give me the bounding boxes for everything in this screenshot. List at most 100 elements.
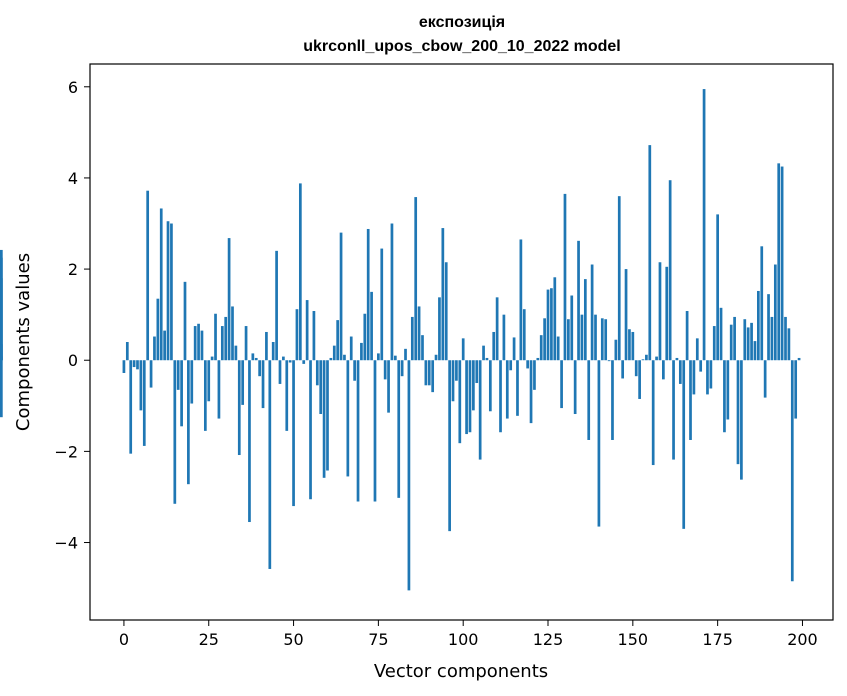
bar-4: [136, 360, 139, 370]
bar-1: [125, 342, 129, 361]
bar-121: [533, 360, 536, 390]
x-tick-label: 100: [448, 630, 479, 649]
bar-173: [709, 360, 713, 389]
bar-167: [689, 360, 692, 440]
bar-33: [234, 345, 238, 361]
bar-154: [645, 354, 648, 361]
bar-166: [685, 311, 689, 361]
bar-37: [248, 360, 251, 523]
bar-77: [383, 360, 387, 380]
bar-118: [522, 309, 526, 361]
bar-49: [288, 360, 292, 363]
bar-151: [634, 360, 638, 377]
chart-subtitle: ukrconll_upos_cbow_200_10_2022 model: [303, 38, 620, 55]
y-tick-label: 2: [68, 260, 78, 279]
bar-41: [261, 360, 265, 409]
y-tick-label: 4: [68, 169, 78, 188]
y-tick-label: 0: [68, 351, 78, 370]
bar-107: [485, 357, 489, 361]
bar-115: [512, 337, 516, 361]
bar-84: [407, 360, 411, 591]
bar-192: [773, 264, 777, 361]
bar-127: [553, 277, 557, 361]
bar-57: [315, 360, 319, 386]
bar-74: [373, 360, 377, 502]
bar-56: [312, 311, 316, 361]
bar-35: [241, 360, 245, 405]
bar-73: [370, 291, 373, 361]
bar-50: [292, 360, 295, 507]
bar-145: [614, 339, 618, 361]
bar-168: [692, 360, 696, 395]
bar-176: [719, 307, 723, 361]
bar-182: [740, 360, 743, 480]
bar-146: [617, 196, 621, 361]
bar-98: [455, 360, 458, 381]
bar-68: [353, 360, 356, 381]
bar-111: [499, 360, 502, 433]
bar-40: [258, 360, 261, 377]
bar-106: [482, 345, 485, 361]
bar-54: [305, 300, 309, 361]
bar-170: [699, 360, 703, 372]
bar-165: [682, 360, 686, 529]
bar-23: [200, 330, 204, 361]
bar-87: [417, 306, 421, 361]
bar-149: [628, 329, 631, 361]
bar-25: [207, 360, 211, 402]
bar-62: [332, 345, 336, 361]
bar-26: [210, 356, 214, 361]
bar-196: [787, 328, 791, 361]
bar-59: [322, 360, 326, 478]
bar-53: [302, 360, 306, 364]
bar-15: [173, 360, 177, 504]
bar-79: [390, 223, 394, 361]
bar-132: [570, 295, 574, 361]
y-tick-label: 6: [68, 78, 78, 97]
x-tick-label: 125: [533, 630, 564, 649]
bar-193: [777, 163, 781, 361]
bar-94: [441, 228, 445, 361]
x-tick-label: 75: [368, 630, 388, 649]
bar-39: [254, 357, 258, 361]
bar-117: [519, 239, 523, 361]
bar-13: [166, 221, 170, 361]
bar-61: [329, 357, 333, 361]
bar-51: [295, 309, 299, 361]
bar-89: [424, 360, 428, 386]
bar-197: [790, 360, 794, 582]
bar-21: [193, 326, 197, 361]
bar-158: [658, 262, 662, 361]
bar-45: [275, 250, 278, 361]
bar-65: [343, 354, 346, 361]
bar-29: [220, 326, 224, 361]
bar-69: [356, 360, 360, 502]
bar-10: [156, 298, 160, 361]
bar-31: [227, 238, 231, 361]
bar-series: [0, 89, 801, 591]
bar-171: [702, 89, 706, 361]
bar-137: [587, 360, 591, 440]
bar-48: [285, 360, 289, 431]
bar-76: [380, 248, 384, 361]
bar-0: [122, 360, 126, 373]
x-axis-ticks: 0 25 50 75 100 125 150 175 200: [119, 620, 818, 649]
bar-180: [733, 316, 736, 361]
bar-96: [448, 360, 451, 532]
bar-143: [607, 360, 611, 362]
bar-90: [427, 360, 431, 386]
bar-46: [278, 360, 282, 384]
bar-78: [387, 360, 390, 413]
bar-17: [180, 360, 183, 427]
bar-16: [176, 360, 180, 390]
bar-188: [760, 246, 764, 361]
bar-undefined: [0, 344, 3, 361]
bar-109: [492, 331, 496, 361]
bar-82: [400, 360, 404, 377]
x-tick-label: 200: [787, 630, 818, 649]
bar-172: [706, 360, 709, 395]
bar-64: [339, 232, 343, 361]
bar-85: [410, 316, 414, 361]
bar-2: [129, 360, 133, 454]
